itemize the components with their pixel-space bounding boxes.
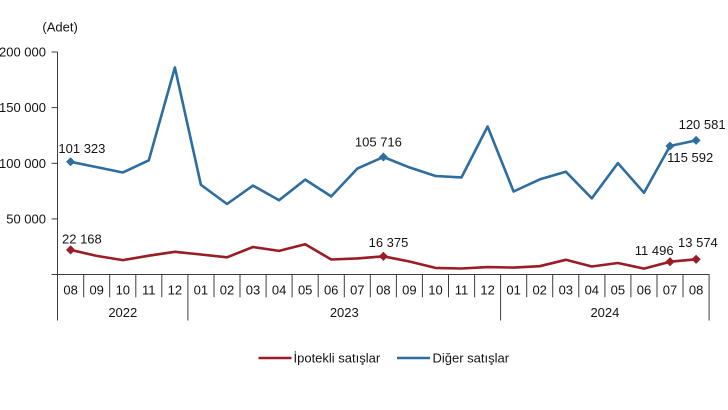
svg-text:01: 01 [194,283,208,298]
svg-text:03: 03 [246,283,260,298]
svg-text:07: 07 [663,283,677,298]
svg-text:09: 09 [402,283,416,298]
svg-text:2024: 2024 [590,305,619,320]
svg-text:03: 03 [559,283,573,298]
svg-text:150 000: 150 000 [0,100,46,115]
svg-text:100 000: 100 000 [0,156,46,171]
svg-text:04: 04 [585,283,599,298]
svg-text:16 375: 16 375 [369,235,409,250]
svg-text:06: 06 [637,283,651,298]
svg-text:50 000: 50 000 [6,212,46,227]
svg-text:11: 11 [142,283,156,298]
svg-text:11: 11 [455,283,469,298]
svg-text:05: 05 [298,283,312,298]
svg-text:01: 01 [506,283,520,298]
svg-text:13 574: 13 574 [678,235,718,250]
svg-text:05: 05 [611,283,625,298]
svg-text:22 168: 22 168 [62,231,102,246]
svg-text:115 592: 115 592 [667,150,713,165]
svg-text:10: 10 [116,283,130,298]
svg-text:04: 04 [272,283,286,298]
svg-text:06: 06 [324,283,338,298]
svg-text:(Adet): (Adet) [42,20,77,35]
svg-text:10: 10 [428,283,442,298]
svg-text:02: 02 [220,283,234,298]
svg-text:101 323: 101 323 [58,141,105,156]
svg-text:İpotekli satışlar: İpotekli satışlar [294,351,381,366]
svg-text:12: 12 [168,283,182,298]
svg-text:2023: 2023 [330,305,359,320]
svg-text:08: 08 [689,283,703,298]
svg-text:120 581: 120 581 [679,117,726,132]
svg-text:2022: 2022 [108,305,137,320]
svg-text:02: 02 [532,283,546,298]
svg-text:08: 08 [63,283,77,298]
svg-text:12: 12 [480,283,494,298]
svg-text:200 000: 200 000 [0,45,46,60]
svg-text:105 716: 105 716 [355,134,402,149]
svg-text:07: 07 [350,283,364,298]
svg-text:11 496: 11 496 [635,243,674,258]
svg-text:08: 08 [376,283,390,298]
svg-text:09: 09 [89,283,103,298]
svg-text:Diğer satışlar: Diğer satışlar [433,351,510,366]
